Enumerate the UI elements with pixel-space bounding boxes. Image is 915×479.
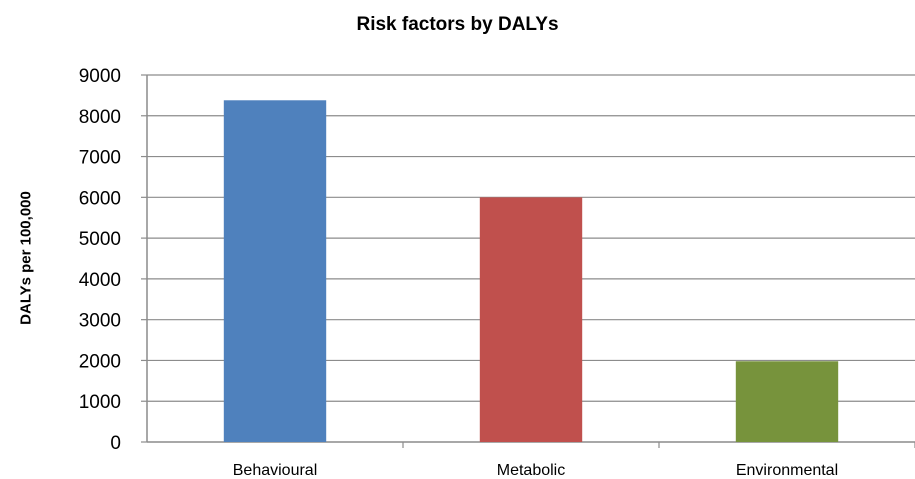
x-tick-label: Environmental (736, 462, 838, 479)
chart-title: Risk factors by DALYs (356, 14, 559, 35)
y-tick-label: 7000 (79, 148, 121, 169)
bar-behavioural (223, 100, 327, 442)
bar-metabolic (479, 197, 583, 442)
x-tick-label: Behavioural (233, 462, 318, 479)
bar-environmental (735, 361, 839, 442)
y-tick-label: 2000 (79, 351, 121, 372)
y-tick-label: 9000 (79, 66, 121, 87)
y-tick-label: 4000 (79, 270, 121, 291)
x-tick-label: Metabolic (497, 462, 565, 479)
y-tick-label: 1000 (79, 392, 121, 413)
y-tick-label: 0 (110, 433, 121, 454)
y-tick-label: 5000 (79, 229, 121, 250)
y-tick-label: 3000 (79, 311, 121, 332)
y-tick-label: 8000 (79, 107, 121, 128)
y-tick-label: 6000 (79, 188, 121, 209)
